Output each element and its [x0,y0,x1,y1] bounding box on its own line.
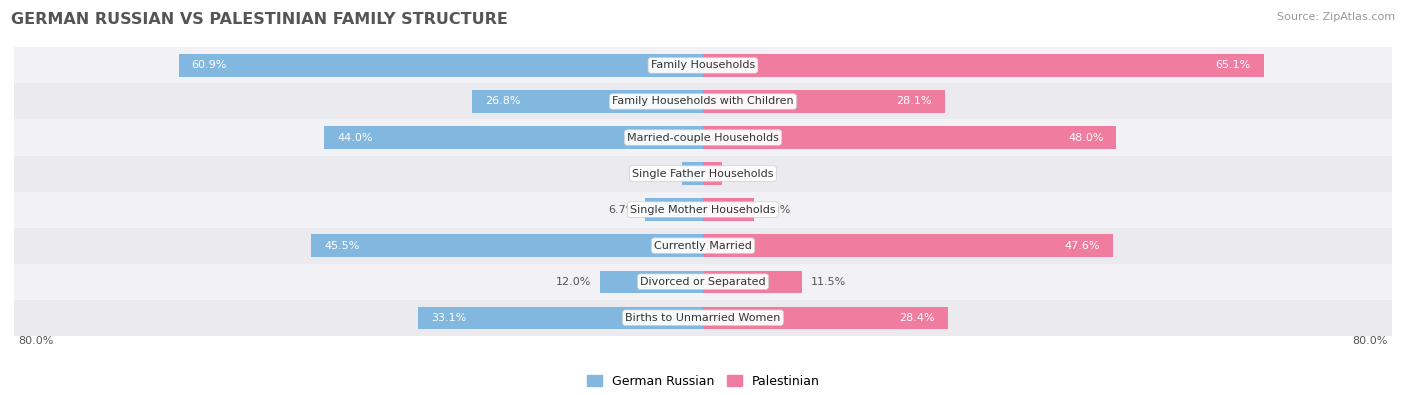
Bar [703,235,1114,257]
Text: 2.2%: 2.2% [731,169,759,179]
Text: 12.0%: 12.0% [555,276,591,287]
Text: 5.9%: 5.9% [762,205,790,214]
Text: 47.6%: 47.6% [1064,241,1099,251]
Bar [703,126,1116,149]
Text: Single Father Households: Single Father Households [633,169,773,179]
FancyBboxPatch shape [14,228,1392,264]
Bar [323,126,703,149]
FancyBboxPatch shape [14,300,1392,336]
Text: Currently Married: Currently Married [654,241,752,251]
Text: 48.0%: 48.0% [1069,132,1104,143]
Bar [703,198,754,221]
Text: Births to Unmarried Women: Births to Unmarried Women [626,313,780,323]
Bar [703,162,721,185]
Bar [418,307,703,329]
Text: Source: ZipAtlas.com: Source: ZipAtlas.com [1277,12,1395,22]
Text: Single Mother Households: Single Mother Households [630,205,776,214]
FancyBboxPatch shape [14,264,1392,300]
Text: 80.0%: 80.0% [18,336,53,346]
Text: Family Households with Children: Family Households with Children [612,96,794,107]
Text: Family Households: Family Households [651,60,755,70]
Text: Divorced or Separated: Divorced or Separated [640,276,766,287]
Bar [179,54,703,77]
Text: GERMAN RUSSIAN VS PALESTINIAN FAMILY STRUCTURE: GERMAN RUSSIAN VS PALESTINIAN FAMILY STR… [11,12,508,27]
Bar [599,271,703,293]
Text: 2.4%: 2.4% [645,169,673,179]
Bar [703,54,1264,77]
Text: 44.0%: 44.0% [337,132,373,143]
Bar [703,90,945,113]
Bar [472,90,703,113]
Bar [703,307,948,329]
FancyBboxPatch shape [14,47,1392,83]
Bar [311,235,703,257]
Text: 28.1%: 28.1% [897,96,932,107]
Text: Married-couple Households: Married-couple Households [627,132,779,143]
Text: 65.1%: 65.1% [1215,60,1251,70]
Text: 28.4%: 28.4% [898,313,935,323]
Text: 11.5%: 11.5% [811,276,846,287]
Text: 45.5%: 45.5% [323,241,360,251]
Bar [645,198,703,221]
Legend: German Russian, Palestinian: German Russian, Palestinian [582,370,824,393]
Bar [703,271,801,293]
Bar [682,162,703,185]
FancyBboxPatch shape [14,119,1392,156]
FancyBboxPatch shape [14,156,1392,192]
Text: 33.1%: 33.1% [430,313,467,323]
Text: 80.0%: 80.0% [1353,336,1388,346]
Text: 26.8%: 26.8% [485,96,520,107]
FancyBboxPatch shape [14,192,1392,228]
Text: 60.9%: 60.9% [191,60,226,70]
Text: 6.7%: 6.7% [609,205,637,214]
FancyBboxPatch shape [14,83,1392,119]
